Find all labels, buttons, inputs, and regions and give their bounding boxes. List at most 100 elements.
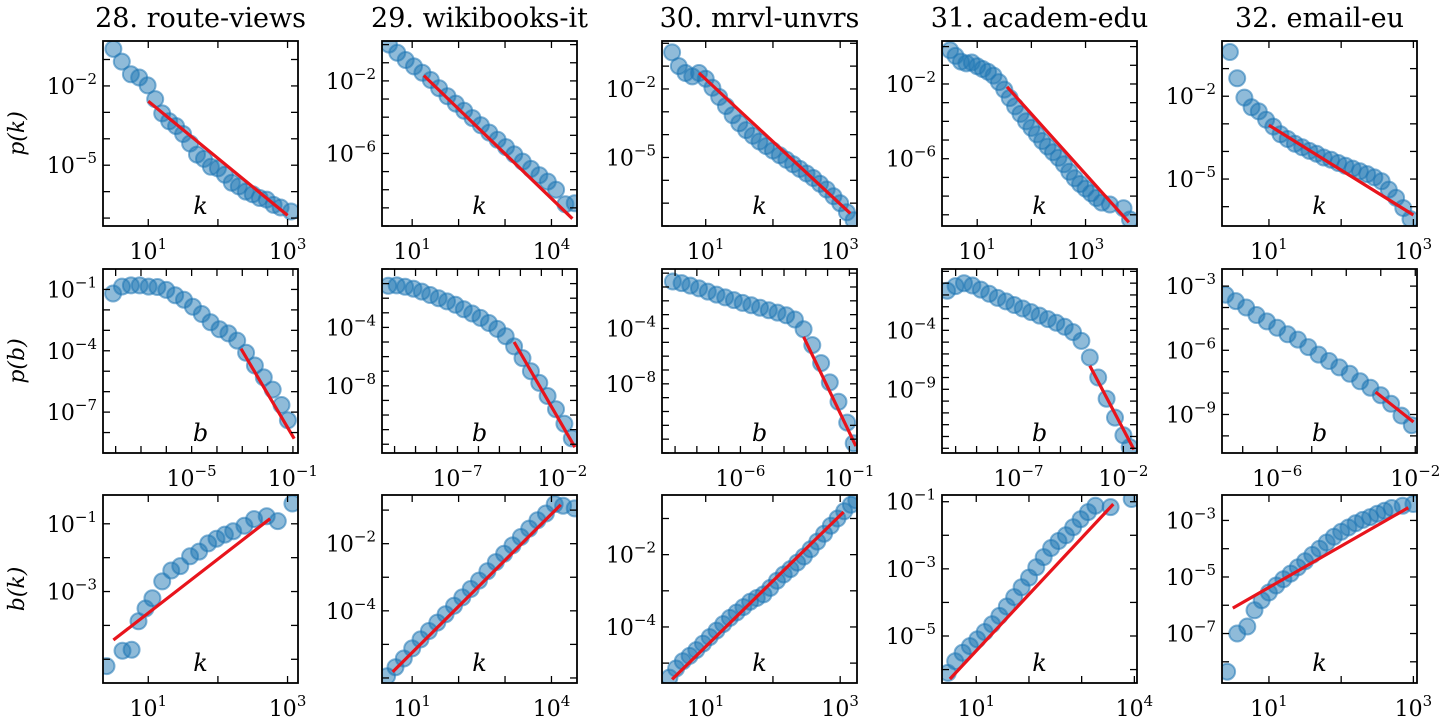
x-tick-label: 103 [269, 235, 307, 265]
panel: 101 103 10−2 10−4 k [606, 494, 859, 720]
data-point [794, 320, 813, 339]
y-tick-label: 10−2 [326, 65, 376, 95]
x-axis-label: k [752, 192, 767, 220]
data-point [1122, 495, 1137, 508]
y-tick-label: 10−3 [47, 576, 97, 606]
y-tick-label: 10−4 [606, 611, 656, 641]
x-tick-label: 104 [533, 235, 571, 265]
fit-line [512, 341, 577, 449]
panel: 10−7 10−2 10−4 10−9 b [886, 268, 1148, 492]
data-point [565, 194, 577, 213]
data-point [104, 41, 123, 58]
axes-frame [1221, 40, 1418, 227]
data-point [112, 52, 131, 71]
axes-frame [102, 268, 299, 454]
x-tick-label: 103 [269, 692, 307, 720]
x-tick-label: 103 [1395, 692, 1433, 720]
axes-frame [661, 494, 858, 684]
x-tick-label: 10−1 [268, 462, 318, 492]
panel: 10−6 10−1 10−4 10−8 b [606, 268, 874, 492]
y-tick-label: 10−7 [1166, 618, 1216, 648]
x-tick-label: 101 [687, 692, 725, 720]
fit-line [802, 336, 857, 447]
y-axis-label: p(b) [5, 338, 30, 383]
axes-frame [1221, 494, 1418, 684]
panel: 101 104 10−2 10−4 k [326, 494, 578, 720]
x-tick-label: 103 [1067, 235, 1105, 265]
y-tick-label: 10−6 [1166, 334, 1216, 364]
x-tick-label: 10−6 [1252, 462, 1302, 492]
x-axis-label: k [193, 649, 208, 677]
x-tick-label: 10−7 [432, 462, 482, 492]
x-tick-label: 101 [1250, 235, 1288, 265]
panel: 101 103 10−2 10−6 k [886, 40, 1138, 265]
axes-frame [381, 268, 578, 454]
x-tick-label: 10−6 [715, 462, 765, 492]
y-tick-label: 10−4 [606, 313, 656, 343]
data-point [282, 202, 298, 221]
x-tick-label: 104 [533, 692, 571, 720]
x-tick-label: 10−2 [1098, 462, 1148, 492]
fit-line [1088, 364, 1136, 451]
data-point [547, 180, 566, 199]
panel: 101 103 10−2 10−5 k [606, 40, 859, 265]
fit-line [112, 517, 272, 642]
x-tick-label: 101 [130, 692, 168, 720]
fit-line [147, 100, 289, 217]
x-tick-label: 101 [958, 235, 996, 265]
fit-line [697, 71, 852, 215]
y-tick-label: 10−8 [326, 370, 376, 400]
fit-line [422, 74, 574, 220]
panel: 10−5 10−1 10−1 10−4 10−7 b [47, 268, 318, 492]
y-tick-label: 10−8 [606, 368, 656, 398]
column-title: 31. academ-edu [931, 3, 1148, 34]
x-tick-label: 10−7 [993, 462, 1043, 492]
y-tick-label: 10−7 [47, 396, 97, 426]
x-axis-label: k [1032, 192, 1047, 220]
x-tick-label: 103 [821, 692, 859, 720]
axes-frame [381, 40, 578, 227]
data-point [122, 640, 141, 659]
column-title: 28. route-views [95, 3, 306, 34]
y-tick-label: 10−2 [606, 539, 656, 569]
fit-line [1374, 390, 1415, 424]
x-axis-label: b [752, 419, 767, 447]
y-tick-label: 10−2 [47, 70, 97, 100]
data-point [138, 76, 157, 95]
fit-line [948, 503, 1115, 681]
fit-line [1232, 506, 1410, 610]
y-tick-label: 10−1 [47, 273, 97, 303]
column-title: 29. wikibooks-it [371, 3, 588, 34]
fit-line [1268, 123, 1415, 217]
axes-frame [941, 40, 1138, 227]
y-tick-label: 10−3 [1166, 504, 1216, 534]
y-tick-label: 10−2 [326, 528, 376, 558]
y-tick-label: 10−6 [326, 138, 376, 168]
column-title: 32. email-eu [1235, 3, 1404, 34]
y-tick-label: 10−2 [886, 68, 936, 98]
axes-frame [661, 268, 858, 454]
data-point [1080, 348, 1099, 367]
panel: 101 103 10−3 10−5 10−7 k [1166, 494, 1433, 720]
x-tick-label: 101 [130, 235, 168, 265]
x-tick-label: 101 [687, 235, 725, 265]
x-axis-label: k [472, 192, 487, 220]
x-axis-label: k [472, 649, 487, 677]
axes-frame [102, 494, 299, 684]
panel: 101 103 10−2 10−5 k [47, 40, 307, 265]
y-tick-label: 10−5 [1166, 163, 1216, 193]
y-tick-label: 10−4 [47, 335, 97, 365]
axes-frame [1221, 268, 1418, 454]
y-axis-label: p(k) [5, 111, 30, 156]
data-point [268, 512, 287, 531]
fit-line [239, 347, 296, 440]
y-tick-label: 10−3 [886, 553, 936, 583]
y-tick-label: 10−1 [47, 508, 97, 538]
x-tick-label: 101 [1250, 692, 1288, 720]
data-point [1222, 662, 1237, 681]
axes-frame [381, 494, 578, 684]
y-tick-label: 10−2 [606, 73, 656, 103]
x-tick-label: 101 [958, 692, 996, 720]
axes-frame [941, 494, 1138, 684]
